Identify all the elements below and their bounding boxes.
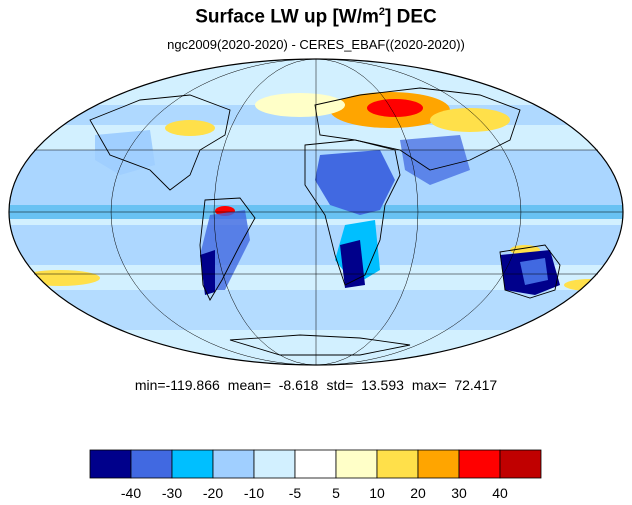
world-map xyxy=(8,58,624,366)
anomaly-arctic-light xyxy=(255,93,345,117)
anomaly-north-america-warm xyxy=(165,120,215,136)
colorbar-box xyxy=(417,449,460,479)
colorbar-tick-label: 40 xyxy=(492,485,508,501)
plot-subtitle: ngc2009(2020-2020) - CERES_EBAF((2020-20… xyxy=(167,37,465,52)
colorbar-box xyxy=(253,449,296,479)
colorbar-box xyxy=(376,449,419,479)
continent-outlines xyxy=(89,87,561,356)
colorbar-labels: -40 -30 -20 -10 -5 5 10 20 30 40 xyxy=(121,485,508,501)
colorbar-tick-label: 5 xyxy=(332,485,340,501)
statistics-line: min=-119.866 mean= -8.618 std= 13.593 max= … xyxy=(0,377,632,393)
plot-title: Surface LW up [W/m2] DEC xyxy=(0,6,632,28)
antarctica-outline xyxy=(229,334,411,356)
stat-std: std= 13.593 xyxy=(326,377,404,393)
colorbar-tick-label: -10 xyxy=(244,485,264,501)
anomaly-siberia-hot xyxy=(367,99,423,117)
plot-title-superscript: 2 xyxy=(378,6,386,18)
plot-title-main: Surface LW up [W/m xyxy=(195,6,379,28)
colorbar-tick-label: 20 xyxy=(410,485,426,501)
colorbar-tick-label: -40 xyxy=(121,485,141,501)
stat-mean: mean= -8.618 xyxy=(227,377,319,393)
asia-cold xyxy=(400,135,470,185)
north-america-cool xyxy=(95,130,155,175)
colorbar-tick-label: 10 xyxy=(369,485,385,501)
meridian-120e xyxy=(315,58,522,366)
colorbar-box xyxy=(458,449,501,479)
north-america-outline xyxy=(89,94,231,191)
anomaly-east-asia-warm xyxy=(430,108,510,132)
colorbar-box xyxy=(335,449,378,479)
colorbar-box xyxy=(294,449,337,479)
south-america-deep-cold xyxy=(200,250,215,295)
colorbar-boxes xyxy=(89,449,542,479)
colorbar-tick-label: 30 xyxy=(451,485,467,501)
stat-min: min=-119.866 xyxy=(134,377,220,393)
colorbar-box xyxy=(171,449,214,479)
australia-cold xyxy=(520,258,548,285)
colorbar-tick-label: -30 xyxy=(162,485,182,501)
australia-outline xyxy=(499,244,561,299)
meridian-60w xyxy=(213,58,317,366)
colorbar-box xyxy=(130,449,173,479)
colorbar-tick-label: -5 xyxy=(289,485,302,501)
globe-border xyxy=(8,58,624,366)
sahara-cold xyxy=(315,150,395,215)
stat-max: max= 72.417 xyxy=(411,377,498,393)
eurasia-outline xyxy=(314,87,521,171)
meridian-60e xyxy=(315,58,419,366)
africa-outline xyxy=(304,139,401,286)
colorbar-tick-label: -20 xyxy=(203,485,223,501)
south-america-outline xyxy=(199,197,256,301)
meridian-120w xyxy=(110,58,317,366)
colorbar-box xyxy=(212,449,255,479)
colorbar-box xyxy=(499,449,542,479)
southern-africa-deep-cold xyxy=(340,240,365,288)
colorbar-box xyxy=(89,449,132,479)
plot-title-month: ] DEC xyxy=(385,6,437,28)
